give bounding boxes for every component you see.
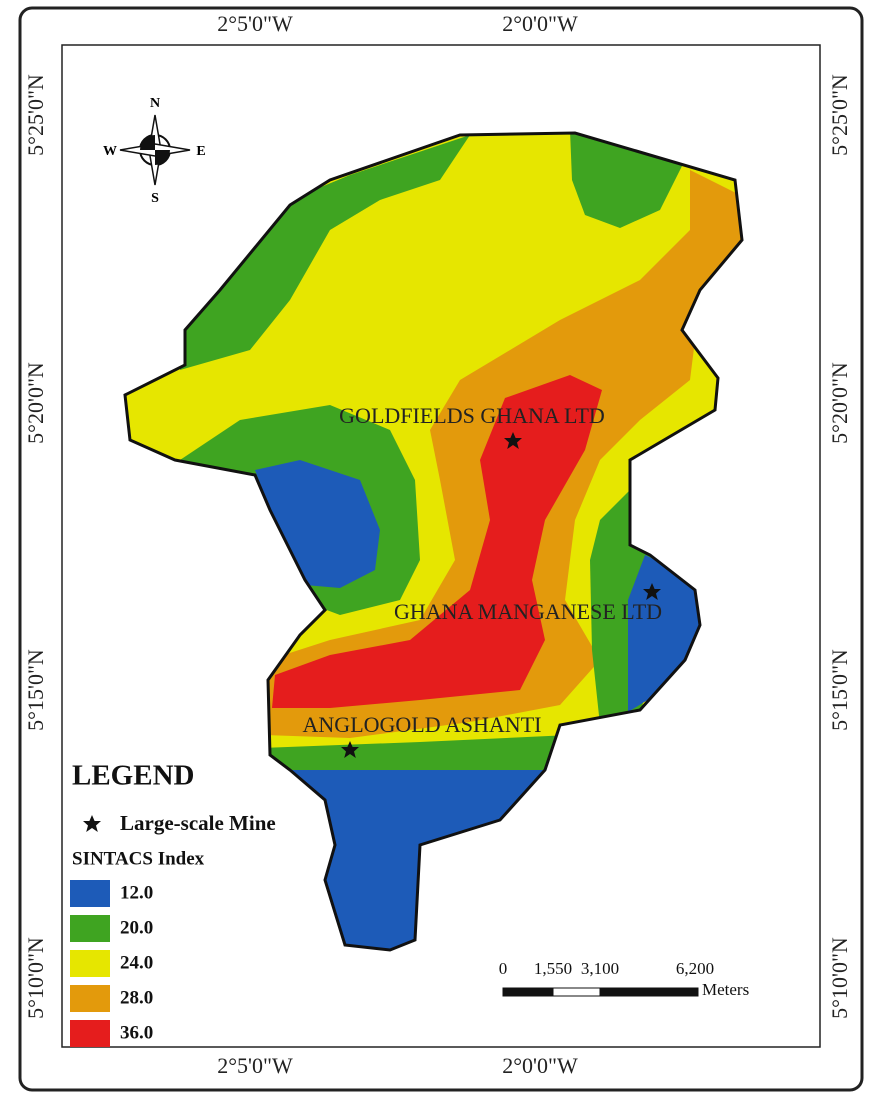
zone-12 bbox=[255, 460, 380, 588]
compass-w: W bbox=[103, 144, 117, 159]
legend-swatch bbox=[70, 950, 110, 977]
legend-swatch bbox=[70, 915, 110, 942]
legend-index-title: SINTACS Index bbox=[72, 848, 205, 869]
legend: LEGEND Large-scale Mine SINTACS Index 12… bbox=[70, 760, 276, 1047]
lat-label: 5°25'0"N bbox=[23, 74, 48, 156]
mine-star bbox=[504, 432, 522, 449]
scale-unit: Meters bbox=[702, 980, 749, 999]
lat-label: 5°20'0"N bbox=[23, 362, 48, 444]
legend-swatch bbox=[70, 1020, 110, 1047]
compass-s: S bbox=[151, 191, 159, 206]
lat-label: 5°15'0"N bbox=[827, 649, 852, 731]
mine-label: GHANA MANGANESE LTD bbox=[394, 599, 662, 624]
compass-n: N bbox=[150, 96, 160, 111]
zone-12 bbox=[628, 555, 705, 712]
lat-label: 5°15'0"N bbox=[23, 649, 48, 731]
scale-bar: 0 1,550 3,100 6,200 Meters bbox=[499, 959, 749, 999]
legend-class-label: 12.0 bbox=[120, 882, 153, 903]
legend-star bbox=[83, 815, 101, 832]
legend-mine: Large-scale Mine bbox=[120, 811, 276, 835]
mine-star bbox=[341, 741, 359, 758]
legend-class-label: 24.0 bbox=[120, 952, 153, 973]
lat-label: 5°10'0"N bbox=[827, 937, 852, 1019]
lat-label: 5°25'0"N bbox=[827, 74, 852, 156]
legend-title: LEGEND bbox=[72, 760, 194, 792]
scale-label: 1,550 bbox=[534, 959, 572, 978]
mine-label: ANGLOGOLD ASHANTI bbox=[303, 712, 542, 737]
zone-12 bbox=[260, 770, 570, 950]
lat-label: 5°20'0"N bbox=[827, 362, 852, 444]
scale-label: 3,100 bbox=[581, 959, 619, 978]
legend-class-label: 28.0 bbox=[120, 987, 153, 1008]
mine-label: GOLDFIELDS GHANA LTD bbox=[339, 403, 605, 428]
zone-20 bbox=[260, 735, 570, 778]
lon-label: 2°5'0"W bbox=[217, 1053, 293, 1078]
zone-36 bbox=[272, 375, 602, 708]
mine-star bbox=[643, 583, 661, 600]
zone-20 bbox=[180, 135, 470, 370]
legend-class-label: 20.0 bbox=[120, 917, 153, 938]
lon-label: 2°0'0"W bbox=[502, 11, 578, 36]
legend-swatch bbox=[70, 985, 110, 1012]
lon-label: 2°5'0"W bbox=[217, 11, 293, 36]
compass-e: E bbox=[196, 144, 205, 159]
legend-class-label: 36.0 bbox=[120, 1022, 153, 1043]
scale-label: 0 bbox=[499, 959, 508, 978]
north-arrow: N S W E bbox=[103, 96, 206, 206]
lat-label: 5°10'0"N bbox=[23, 937, 48, 1019]
lon-label: 2°0'0"W bbox=[502, 1053, 578, 1078]
legend-swatch bbox=[70, 880, 110, 907]
scale-label: 6,200 bbox=[676, 959, 714, 978]
